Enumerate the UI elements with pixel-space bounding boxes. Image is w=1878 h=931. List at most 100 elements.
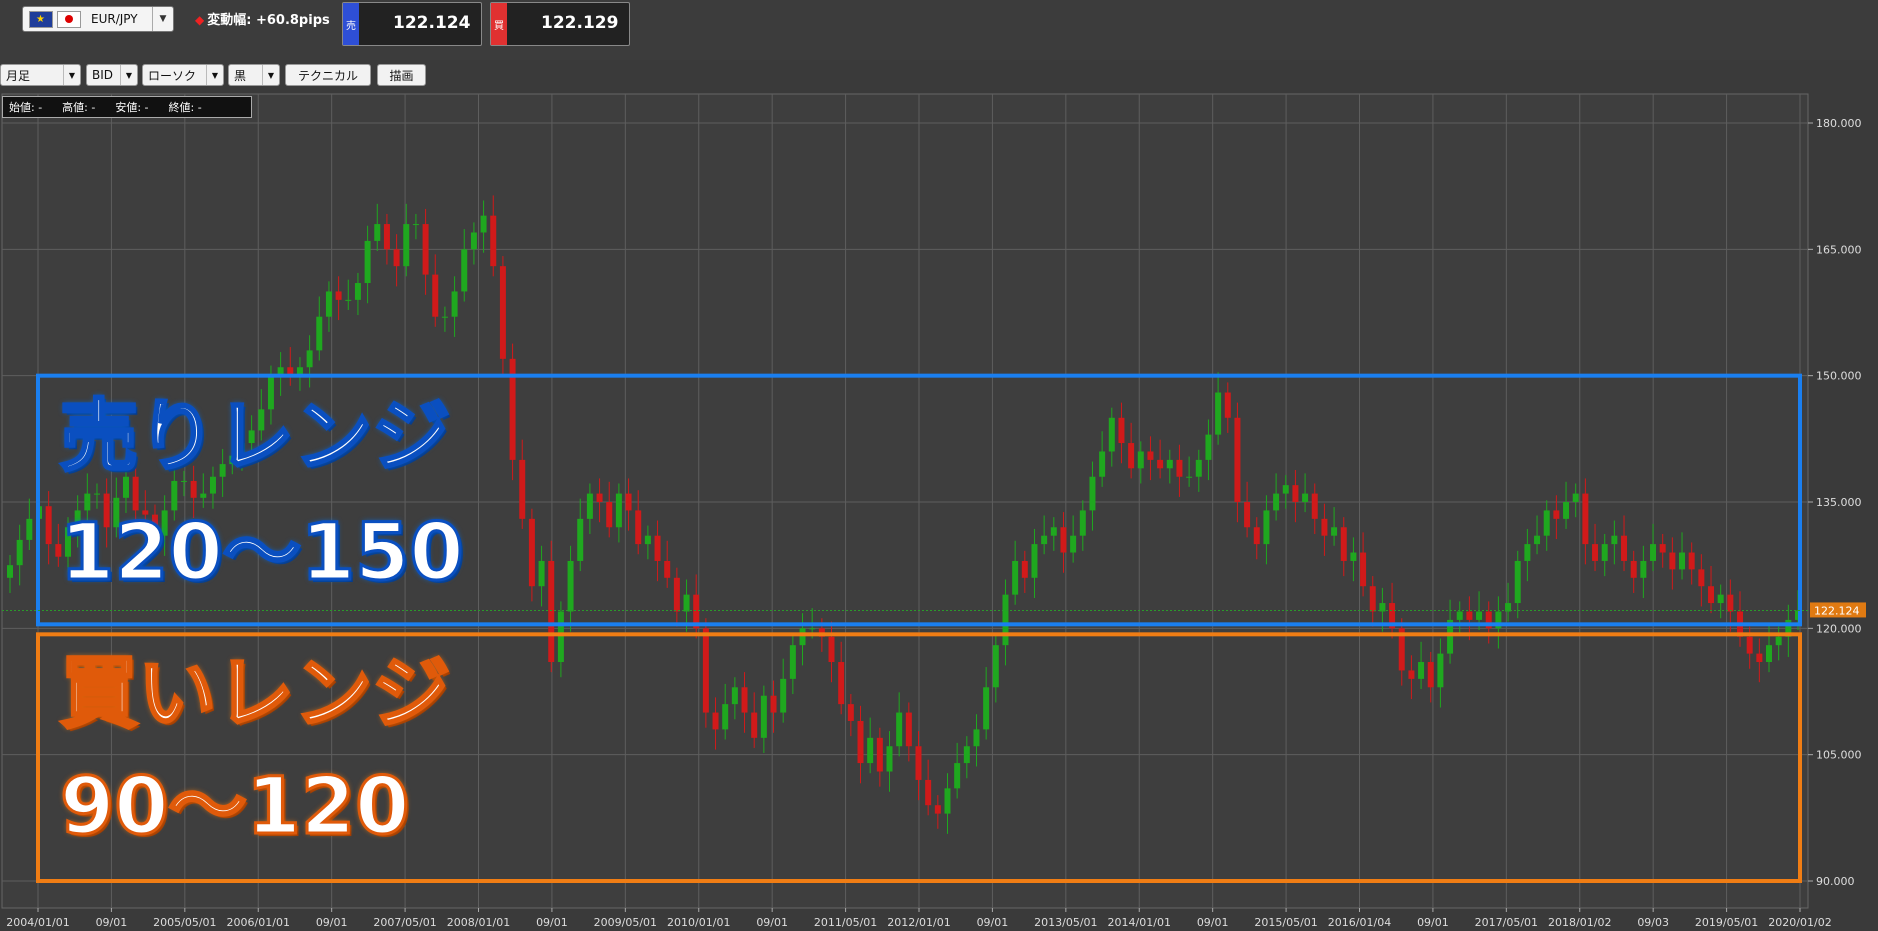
candle-body — [1727, 594, 1734, 612]
candle-body — [7, 565, 13, 578]
candle-body — [1766, 645, 1773, 663]
candle-body — [1089, 476, 1096, 511]
x-tick-label: 2005/05/01 — [153, 916, 216, 929]
x-tick-label: 2017/05/01 — [1475, 916, 1538, 929]
buy-tag: 買 — [491, 3, 507, 45]
candle-body — [1427, 662, 1434, 688]
candle-body — [26, 518, 33, 540]
candle-body — [258, 409, 265, 431]
period-label: 月足 — [6, 68, 31, 83]
candle-body — [383, 224, 390, 250]
candle-body — [1224, 392, 1231, 418]
candle-body — [1282, 485, 1289, 494]
candle-body — [615, 493, 622, 528]
x-tick-label: 2006/01/01 — [227, 916, 290, 929]
candle-body — [1389, 603, 1396, 629]
candle-body — [1688, 552, 1695, 570]
x-tick-label: 2011/05/01 — [814, 916, 877, 929]
candle-body — [1679, 552, 1686, 570]
chart-type-select[interactable]: ローソク ▼ — [142, 64, 224, 86]
x-tick-label: 2010/01/01 — [667, 916, 730, 929]
candle-body — [74, 510, 81, 528]
candle-body — [1021, 560, 1028, 578]
candle-body — [1534, 535, 1541, 545]
current-price-label: 122.124 — [1814, 604, 1860, 617]
candle-body — [664, 560, 671, 578]
side-select[interactable]: BID ▼ — [86, 64, 138, 86]
candle-body — [1447, 619, 1454, 654]
candle-body — [934, 805, 941, 814]
period-select[interactable]: 月足 ▼ — [0, 64, 81, 86]
x-tick-label: 2012/01/01 — [887, 916, 950, 929]
technical-button[interactable]: テクニカル — [285, 64, 371, 86]
candle-body — [451, 291, 458, 317]
candle-body — [1621, 535, 1628, 561]
x-tick-label: 2020/01/02 — [1768, 916, 1831, 929]
top-bar — [0, 0, 1878, 60]
candle-body — [528, 518, 535, 587]
candle-body — [55, 544, 62, 557]
candle-body — [1002, 594, 1009, 646]
candle-body — [1360, 552, 1367, 587]
candle-body — [983, 687, 990, 730]
candle-body — [857, 720, 864, 764]
candle-body — [992, 645, 999, 688]
y-axis: 180.000 165.000 150.000 135.000 120.000 105.0… — [2, 117, 1866, 888]
candle-body — [586, 493, 593, 519]
candle-body — [828, 636, 835, 663]
candle-body — [1060, 527, 1067, 553]
y-tick-label: 120.000 — [1816, 622, 1862, 635]
candle-body — [1205, 434, 1212, 460]
candle-body — [1640, 560, 1647, 578]
candle-body — [1543, 510, 1550, 536]
candle-body — [789, 645, 796, 679]
candle-body — [84, 493, 91, 511]
candle-body — [722, 704, 729, 730]
currency-pair-select[interactable]: EUR/JPY ▼ — [22, 6, 174, 32]
candle-body — [16, 539, 23, 566]
x-tick-label: 2004/01/01 — [6, 916, 69, 929]
x-tick-label: 2009/05/01 — [594, 916, 657, 929]
chevron-down-icon[interactable]: ▼ — [152, 7, 173, 31]
candle-body — [1456, 611, 1463, 620]
theme-select[interactable]: 黒 ▼ — [228, 64, 280, 86]
current-price-badge — [1810, 602, 1866, 618]
candle-body — [741, 687, 748, 713]
candle-body — [306, 350, 313, 368]
candle-body — [1630, 560, 1637, 578]
sell-price: 122.124 — [393, 13, 471, 33]
candle-body — [1031, 544, 1038, 578]
candle-body — [1118, 417, 1125, 444]
candle-body — [635, 510, 642, 545]
candle-body — [180, 480, 187, 482]
candle-body — [1698, 569, 1705, 587]
candle-body — [1369, 586, 1376, 612]
y-tick-label: 165.000 — [1816, 243, 1862, 256]
candle-body — [1756, 653, 1763, 663]
candle-body — [925, 779, 932, 806]
candle-body — [915, 746, 922, 780]
candle-body — [1466, 611, 1473, 620]
candle-body — [1186, 476, 1193, 478]
x-tick-label: 2007/05/01 — [373, 916, 436, 929]
candle-body — [1650, 544, 1657, 561]
draw-button[interactable]: 描画 — [377, 64, 426, 86]
candle-body — [1215, 392, 1222, 435]
x-tick-label: 09/01 — [96, 916, 128, 929]
buy-price-button[interactable]: 買 122.129 — [490, 2, 630, 46]
candle-body — [1785, 619, 1792, 637]
candle-body — [1147, 451, 1154, 460]
x-tick-label: 2015/05/01 — [1254, 916, 1317, 929]
candle-body — [219, 464, 226, 477]
candle-body — [403, 224, 410, 267]
y-tick-label: 135.000 — [1816, 496, 1862, 509]
candle-body — [557, 611, 564, 663]
sell-price-button[interactable]: 売 122.124 — [342, 2, 482, 46]
x-tick-label: 09/03 — [1637, 916, 1669, 929]
candle-body — [229, 455, 236, 465]
candle-body — [1234, 417, 1241, 502]
candle-body — [441, 316, 448, 318]
candle-body — [1775, 636, 1782, 646]
x-tick-label: 09/01 — [756, 916, 788, 929]
